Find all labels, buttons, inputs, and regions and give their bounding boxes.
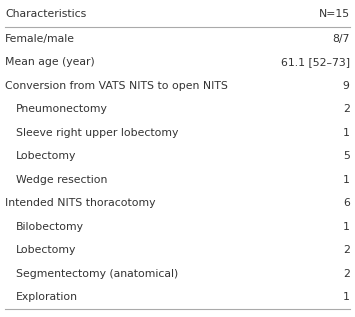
Text: Lobectomy: Lobectomy xyxy=(16,245,76,255)
Text: Pneumonectomy: Pneumonectomy xyxy=(16,104,108,114)
Text: 2: 2 xyxy=(343,245,350,255)
Text: Conversion from VATS NITS to open NITS: Conversion from VATS NITS to open NITS xyxy=(5,81,228,91)
Text: 1: 1 xyxy=(343,175,350,185)
Text: 61.1 [52–73]: 61.1 [52–73] xyxy=(280,57,350,67)
Text: Sleeve right upper lobectomy: Sleeve right upper lobectomy xyxy=(16,128,178,138)
Text: 1: 1 xyxy=(343,292,350,302)
Text: Female/male: Female/male xyxy=(5,34,75,44)
Text: 8/7: 8/7 xyxy=(332,34,350,44)
Text: Characteristics: Characteristics xyxy=(5,9,87,19)
Text: 9: 9 xyxy=(343,81,350,91)
Text: Exploration: Exploration xyxy=(16,292,78,302)
Text: 5: 5 xyxy=(343,151,350,161)
Text: Lobectomy: Lobectomy xyxy=(16,151,76,161)
Text: Wedge resection: Wedge resection xyxy=(16,175,107,185)
Text: Bilobectomy: Bilobectomy xyxy=(16,222,84,232)
Text: 2: 2 xyxy=(343,269,350,279)
Text: Segmentectomy (anatomical): Segmentectomy (anatomical) xyxy=(16,269,178,279)
Text: 1: 1 xyxy=(343,222,350,232)
Text: 2: 2 xyxy=(343,104,350,114)
Text: 1: 1 xyxy=(343,128,350,138)
Text: Mean age (year): Mean age (year) xyxy=(5,57,95,67)
Text: N=15: N=15 xyxy=(318,9,350,19)
Text: Intended NITS thoracotomy: Intended NITS thoracotomy xyxy=(5,198,156,208)
Text: 6: 6 xyxy=(343,198,350,208)
